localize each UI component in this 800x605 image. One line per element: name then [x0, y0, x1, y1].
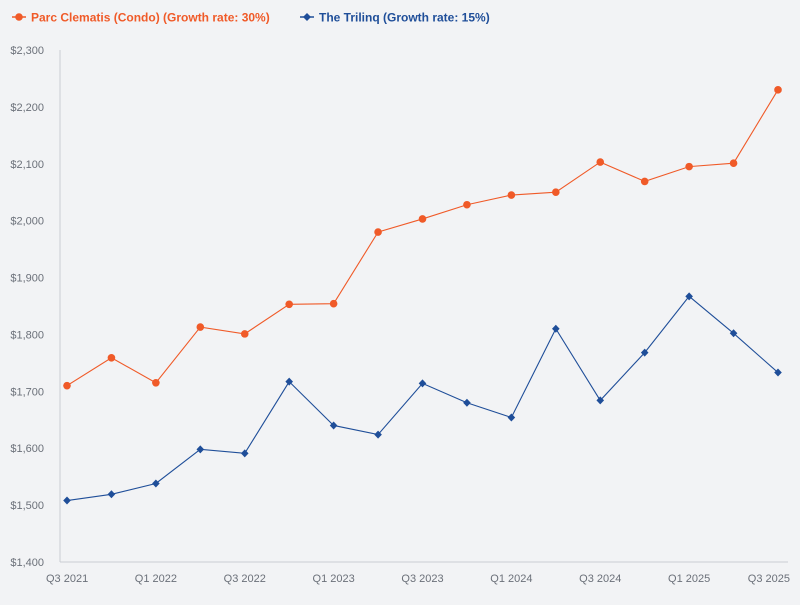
y-tick-label: $1,600 [10, 443, 44, 455]
x-tick-label: Q3 2024 [579, 573, 621, 585]
data-point [596, 396, 605, 405]
legend-circle-marker [15, 13, 23, 21]
data-point [152, 379, 160, 387]
data-point [329, 421, 338, 430]
series-line [66, 89, 779, 387]
y-tick-label: $2,100 [10, 159, 44, 171]
data-point [418, 215, 427, 223]
y-tick-label: $1,900 [10, 273, 44, 285]
legend-diamond-marker [303, 13, 311, 21]
data-point [63, 496, 71, 505]
x-tick-label: Q3 2025 [748, 573, 790, 585]
data-point [640, 177, 649, 186]
data-point [240, 449, 249, 458]
data-point [418, 379, 427, 388]
y-tick-label: $1,700 [10, 386, 44, 398]
y-tick-label: $2,000 [10, 216, 44, 228]
x-tick-label: Q1 2022 [135, 573, 177, 585]
data-point [285, 300, 293, 309]
data-point [729, 159, 738, 168]
x-tick-label: Q3 2021 [46, 573, 88, 585]
series-0 [63, 86, 782, 390]
data-point [463, 200, 471, 209]
data-point [374, 228, 382, 236]
data-point [63, 381, 71, 390]
data-point [196, 445, 205, 454]
data-point [507, 191, 516, 199]
y-tick-label: $1,400 [10, 557, 44, 569]
axes: $1,400 $1,500 $1,600 $1,700 $1,800 $1,900 $2,0… [10, 45, 790, 585]
data-point [329, 299, 338, 308]
legend-label: The Trilinq (Growth rate: 15%) [319, 11, 490, 25]
data-point [640, 348, 649, 357]
x-tick-label: Q1 2025 [668, 573, 710, 585]
data-point [374, 430, 382, 439]
data-point [774, 86, 782, 94]
data-point [552, 324, 560, 333]
data-point [729, 329, 738, 338]
legend: Parc Clematis (Condo) (Growth rate: 30%)… [12, 11, 490, 25]
y-tick-label: $2,200 [10, 102, 44, 114]
data-point [685, 162, 693, 171]
legend-item: The Trilinq (Growth rate: 15%) [300, 11, 490, 25]
y-tick-label: $1,800 [10, 329, 44, 341]
data-point [774, 368, 782, 377]
data-point [552, 188, 560, 197]
series-1 [63, 292, 782, 505]
data-point [240, 330, 249, 338]
data-point [507, 413, 516, 422]
x-tick-label: Q3 2023 [401, 573, 443, 585]
series-line [66, 295, 779, 502]
data-point [107, 353, 116, 362]
data-point [685, 292, 693, 301]
data-point [107, 490, 116, 499]
data-point [196, 323, 205, 331]
legend-label: Parc Clematis (Condo) (Growth rate: 30%) [31, 11, 270, 25]
x-tick-label: Q1 2024 [490, 573, 532, 585]
series-layer [63, 86, 782, 505]
data-point [596, 158, 605, 166]
x-tick-label: Q1 2023 [313, 573, 355, 585]
data-point [152, 479, 160, 488]
x-tick-label: Q3 2022 [224, 573, 266, 585]
y-tick-label: $1,500 [10, 500, 44, 512]
data-point [285, 377, 293, 386]
data-point [463, 398, 471, 407]
legend-item: Parc Clematis (Condo) (Growth rate: 30%) [12, 11, 270, 25]
y-tick-label: $2,300 [10, 45, 44, 57]
